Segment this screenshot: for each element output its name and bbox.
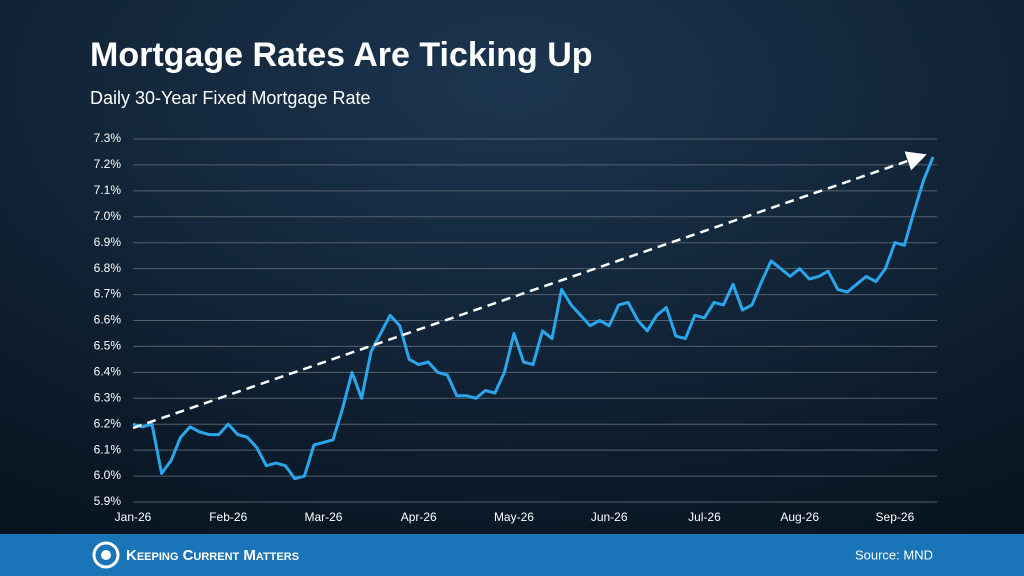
y-tick-label: 7.0% [94, 209, 122, 223]
chart-title: Mortgage Rates Are Ticking Up [90, 36, 593, 74]
y-tick-label: 6.8% [94, 261, 122, 275]
y-tick-label: 5.9% [94, 494, 122, 508]
source: Source: MND [855, 547, 933, 562]
x-tick-label: Sep-26 [876, 510, 915, 524]
y-tick-label: 7.3% [94, 131, 122, 145]
x-tick-label: Jun-26 [591, 510, 628, 524]
y-tick-label: 6.0% [94, 468, 122, 482]
logo-dot [101, 550, 111, 560]
x-tick-label: Aug-26 [780, 510, 819, 524]
y-tick-label: 6.3% [94, 390, 122, 404]
footer-bar [0, 534, 1024, 576]
x-tick-label: Mar-26 [304, 510, 342, 524]
trend-arrow [132, 151, 927, 430]
brand: Keeping Current Matters [126, 547, 299, 564]
y-tick-label: 6.1% [94, 442, 122, 456]
x-tick-label: May-26 [494, 510, 534, 524]
y-tick-label: 7.2% [94, 157, 122, 171]
x-tick-label: Jan-26 [115, 510, 152, 524]
chart-subtitle: Daily 30-Year Fixed Mortgage Rate [90, 88, 370, 108]
y-tick-label: 6.2% [94, 416, 122, 430]
y-tick-label: 6.6% [94, 313, 122, 327]
y-tick-label: 6.7% [94, 287, 122, 301]
x-tick-label: Feb-26 [209, 510, 247, 524]
y-tick-label: 6.4% [94, 365, 122, 379]
data-line [132, 156, 935, 481]
y-tick-label: 6.9% [94, 235, 122, 249]
y-tick-label: 6.5% [94, 339, 122, 353]
x-tick-label: Apr-26 [401, 510, 437, 524]
y-tick-label: 7.1% [94, 183, 122, 197]
x-tick-label: Jul-26 [688, 510, 721, 524]
logo [92, 541, 120, 569]
